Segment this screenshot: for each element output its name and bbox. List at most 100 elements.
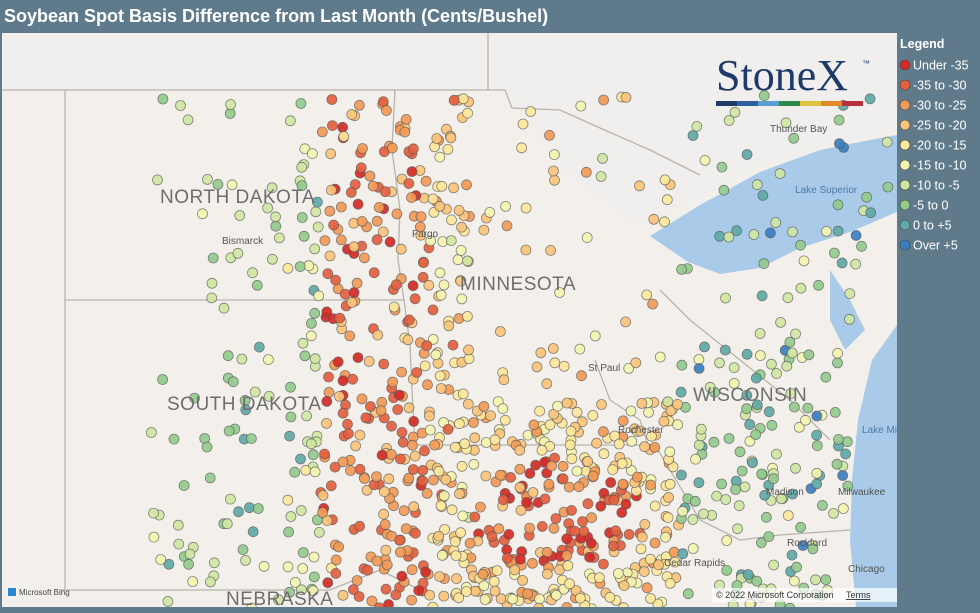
location-point xyxy=(477,568,489,580)
location-point xyxy=(766,358,777,370)
location-point xyxy=(396,570,408,582)
location-point xyxy=(295,505,307,516)
location-point xyxy=(427,193,439,205)
location-point xyxy=(453,418,465,430)
location-point xyxy=(687,543,699,554)
location-point xyxy=(610,525,622,537)
state-label: MINNESOTA xyxy=(460,274,576,295)
location-point xyxy=(693,354,705,365)
location-point xyxy=(634,180,645,192)
location-point xyxy=(283,526,295,538)
location-point xyxy=(677,505,688,517)
location-point xyxy=(832,199,844,211)
location-point xyxy=(817,499,828,511)
location-point xyxy=(455,527,467,539)
location-point xyxy=(297,337,309,349)
location-point xyxy=(436,180,448,192)
location-point xyxy=(406,594,418,606)
state-label: NORTH DAKOTA xyxy=(160,187,315,208)
location-point xyxy=(589,330,601,342)
location-point xyxy=(400,114,412,125)
location-point xyxy=(840,448,851,460)
location-point xyxy=(309,243,321,255)
location-point xyxy=(353,99,365,111)
location-point xyxy=(393,389,405,401)
location-point xyxy=(334,312,346,324)
location-point xyxy=(317,507,329,518)
location-point xyxy=(765,227,776,239)
location-point xyxy=(716,161,728,173)
location-point xyxy=(371,215,383,227)
location-point xyxy=(828,508,839,519)
location-point xyxy=(337,407,349,419)
location-point xyxy=(187,576,199,587)
location-point xyxy=(396,366,408,378)
location-point xyxy=(645,593,656,604)
location-point xyxy=(438,490,450,502)
location-point xyxy=(383,599,394,607)
location-point xyxy=(864,93,876,105)
location-point xyxy=(557,460,569,472)
location-point xyxy=(881,136,893,148)
location-point xyxy=(366,595,378,607)
location-point xyxy=(338,131,350,142)
location-point xyxy=(755,350,766,361)
location-point xyxy=(672,419,684,431)
location-point xyxy=(409,293,421,305)
location-point xyxy=(653,559,664,571)
location-point xyxy=(245,433,257,445)
location-point xyxy=(803,349,815,361)
legend-label: Under -35 xyxy=(913,59,969,73)
location-point xyxy=(212,178,224,190)
location-point xyxy=(345,186,357,198)
location-point xyxy=(363,355,375,367)
location-point xyxy=(594,572,605,583)
location-point xyxy=(652,598,664,607)
legend-swatch xyxy=(899,199,911,211)
location-point xyxy=(319,235,331,247)
location-point xyxy=(443,320,455,332)
location-point xyxy=(373,602,385,607)
location-point xyxy=(786,347,798,359)
location-point xyxy=(478,580,490,592)
city-label: Bismarck xyxy=(222,236,264,247)
location-point xyxy=(402,334,414,346)
location-point xyxy=(834,138,845,150)
location-point xyxy=(354,463,366,475)
location-point xyxy=(533,602,544,607)
location-point xyxy=(350,440,362,452)
location-point xyxy=(457,510,469,522)
location-point xyxy=(373,201,385,213)
location-point xyxy=(296,584,307,596)
location-point xyxy=(206,277,218,289)
legend-title: Legend xyxy=(900,37,944,51)
location-point xyxy=(514,482,526,493)
location-point xyxy=(403,402,415,414)
location-point xyxy=(576,416,588,428)
location-point xyxy=(321,395,333,407)
location-point xyxy=(434,200,446,212)
location-point xyxy=(759,489,771,501)
location-point xyxy=(489,434,501,446)
location-point xyxy=(225,99,237,110)
location-point xyxy=(598,426,609,438)
location-point xyxy=(408,415,420,427)
location-point xyxy=(361,484,373,496)
location-point xyxy=(517,118,529,130)
location-point xyxy=(385,449,397,460)
location-point xyxy=(687,130,699,141)
legend-swatch xyxy=(899,59,911,71)
legend-label: -5 to 0 xyxy=(913,199,948,213)
location-point xyxy=(747,457,758,469)
location-point xyxy=(491,565,503,576)
location-point xyxy=(394,534,406,546)
location-point xyxy=(351,277,363,289)
location-point xyxy=(223,425,235,437)
location-point xyxy=(751,179,763,191)
location-point xyxy=(145,427,157,438)
location-point xyxy=(453,592,465,604)
location-point xyxy=(585,537,597,549)
location-point xyxy=(384,236,396,248)
location-point xyxy=(544,419,556,431)
terms-link[interactable]: Terms xyxy=(846,590,871,600)
